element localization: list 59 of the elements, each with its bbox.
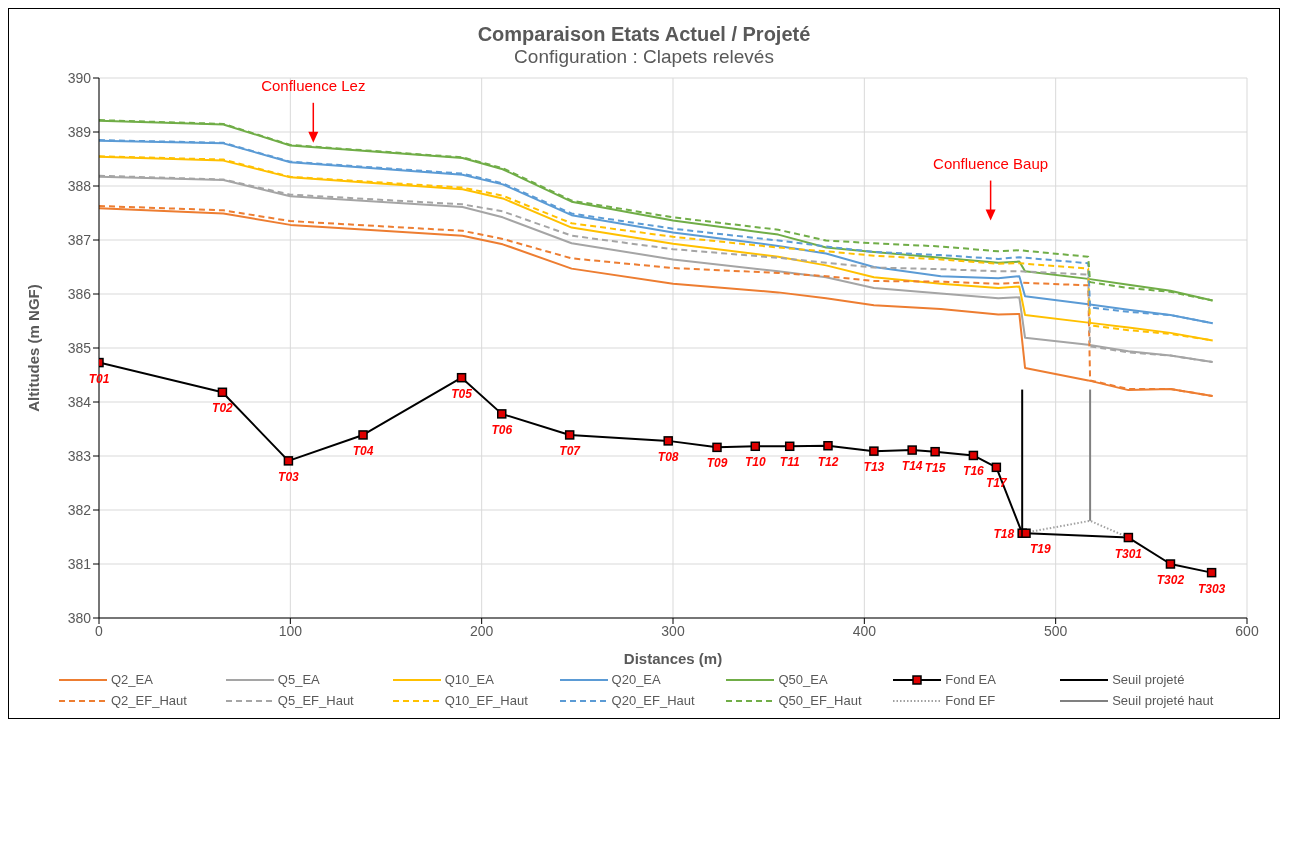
- data-label: T04: [352, 443, 374, 458]
- legend-label: Fond EA: [945, 672, 996, 687]
- legend-label: Q50_EF_Haut: [778, 693, 862, 708]
- data-label: T12: [817, 454, 839, 469]
- annotation: Confluence Baup: [933, 154, 1049, 172]
- y-tick-label: 388: [67, 177, 92, 194]
- data-label: T05: [451, 386, 473, 401]
- x-tick-label: 200: [469, 622, 494, 639]
- x-tick-label: 400: [852, 622, 877, 639]
- legend-label: Q20_EF_Haut: [611, 693, 695, 708]
- legend-label: Seuil projeté: [1112, 672, 1185, 687]
- data-label: T06: [491, 422, 513, 437]
- legend-label: Fond EF: [945, 693, 996, 708]
- chart-title: Comparaison Etats Actuel / Projeté: [476, 23, 812, 46]
- legend-label: Q5_EA: [277, 672, 320, 687]
- x-axis-title: Distances (m): [623, 650, 723, 667]
- data-label: T303: [1197, 581, 1226, 596]
- y-tick-label: 384: [67, 393, 92, 410]
- data-label: T13: [863, 460, 885, 475]
- y-tick-label: 389: [67, 123, 92, 140]
- data-label: T19: [1030, 542, 1052, 557]
- data-label: T15: [924, 460, 946, 475]
- data-label: T10: [744, 455, 766, 470]
- legend-label: Q2_EF_Haut: [111, 693, 187, 708]
- legend-label: Q50_EA: [778, 672, 828, 687]
- x-tick-label: 100: [278, 622, 303, 639]
- y-tick-label: 380: [67, 609, 92, 626]
- data-label: T16: [963, 464, 985, 479]
- annotation: Confluence Lez: [261, 76, 366, 94]
- data-label: T03: [278, 469, 300, 484]
- data-label: T14: [901, 459, 923, 474]
- y-axis-title: Altitudes (m NGF): [25, 284, 43, 412]
- y-tick-label: 385: [67, 339, 92, 356]
- data-label: T01: [88, 371, 110, 386]
- y-tick-label: 386: [67, 285, 92, 302]
- data-label: T02: [212, 401, 234, 416]
- data-label: T08: [657, 449, 679, 464]
- legend-label: Q10_EF_Haut: [444, 693, 528, 708]
- y-tick-label: 387: [67, 231, 92, 248]
- y-tick-label: 381: [67, 555, 92, 572]
- data-label: T09: [706, 456, 728, 471]
- data-label: T301: [1114, 546, 1143, 561]
- x-tick-label: 500: [1043, 622, 1068, 639]
- y-tick-label: 383: [67, 447, 92, 464]
- y-tick-label: 390: [67, 69, 92, 86]
- y-tick-label: 382: [67, 501, 92, 518]
- x-tick-label: 600: [1235, 622, 1259, 639]
- x-tick-label: 300: [661, 622, 685, 639]
- data-label: T07: [559, 443, 582, 458]
- legend-label: Seuil projeté haut: [1112, 693, 1214, 708]
- legend-label: Q10_EA: [444, 672, 494, 687]
- legend-label: Q20_EA: [611, 672, 661, 687]
- data-label: T11: [779, 455, 800, 470]
- data-label: T302: [1156, 573, 1185, 587]
- x-tick-label: 0: [95, 622, 104, 639]
- legend-label: Q5_EF_Haut: [277, 693, 354, 708]
- legend-label: Q2_EA: [111, 672, 153, 687]
- data-label: T18: [993, 527, 1015, 542]
- chart-subtitle: Configuration : Clapets relevés: [513, 46, 775, 68]
